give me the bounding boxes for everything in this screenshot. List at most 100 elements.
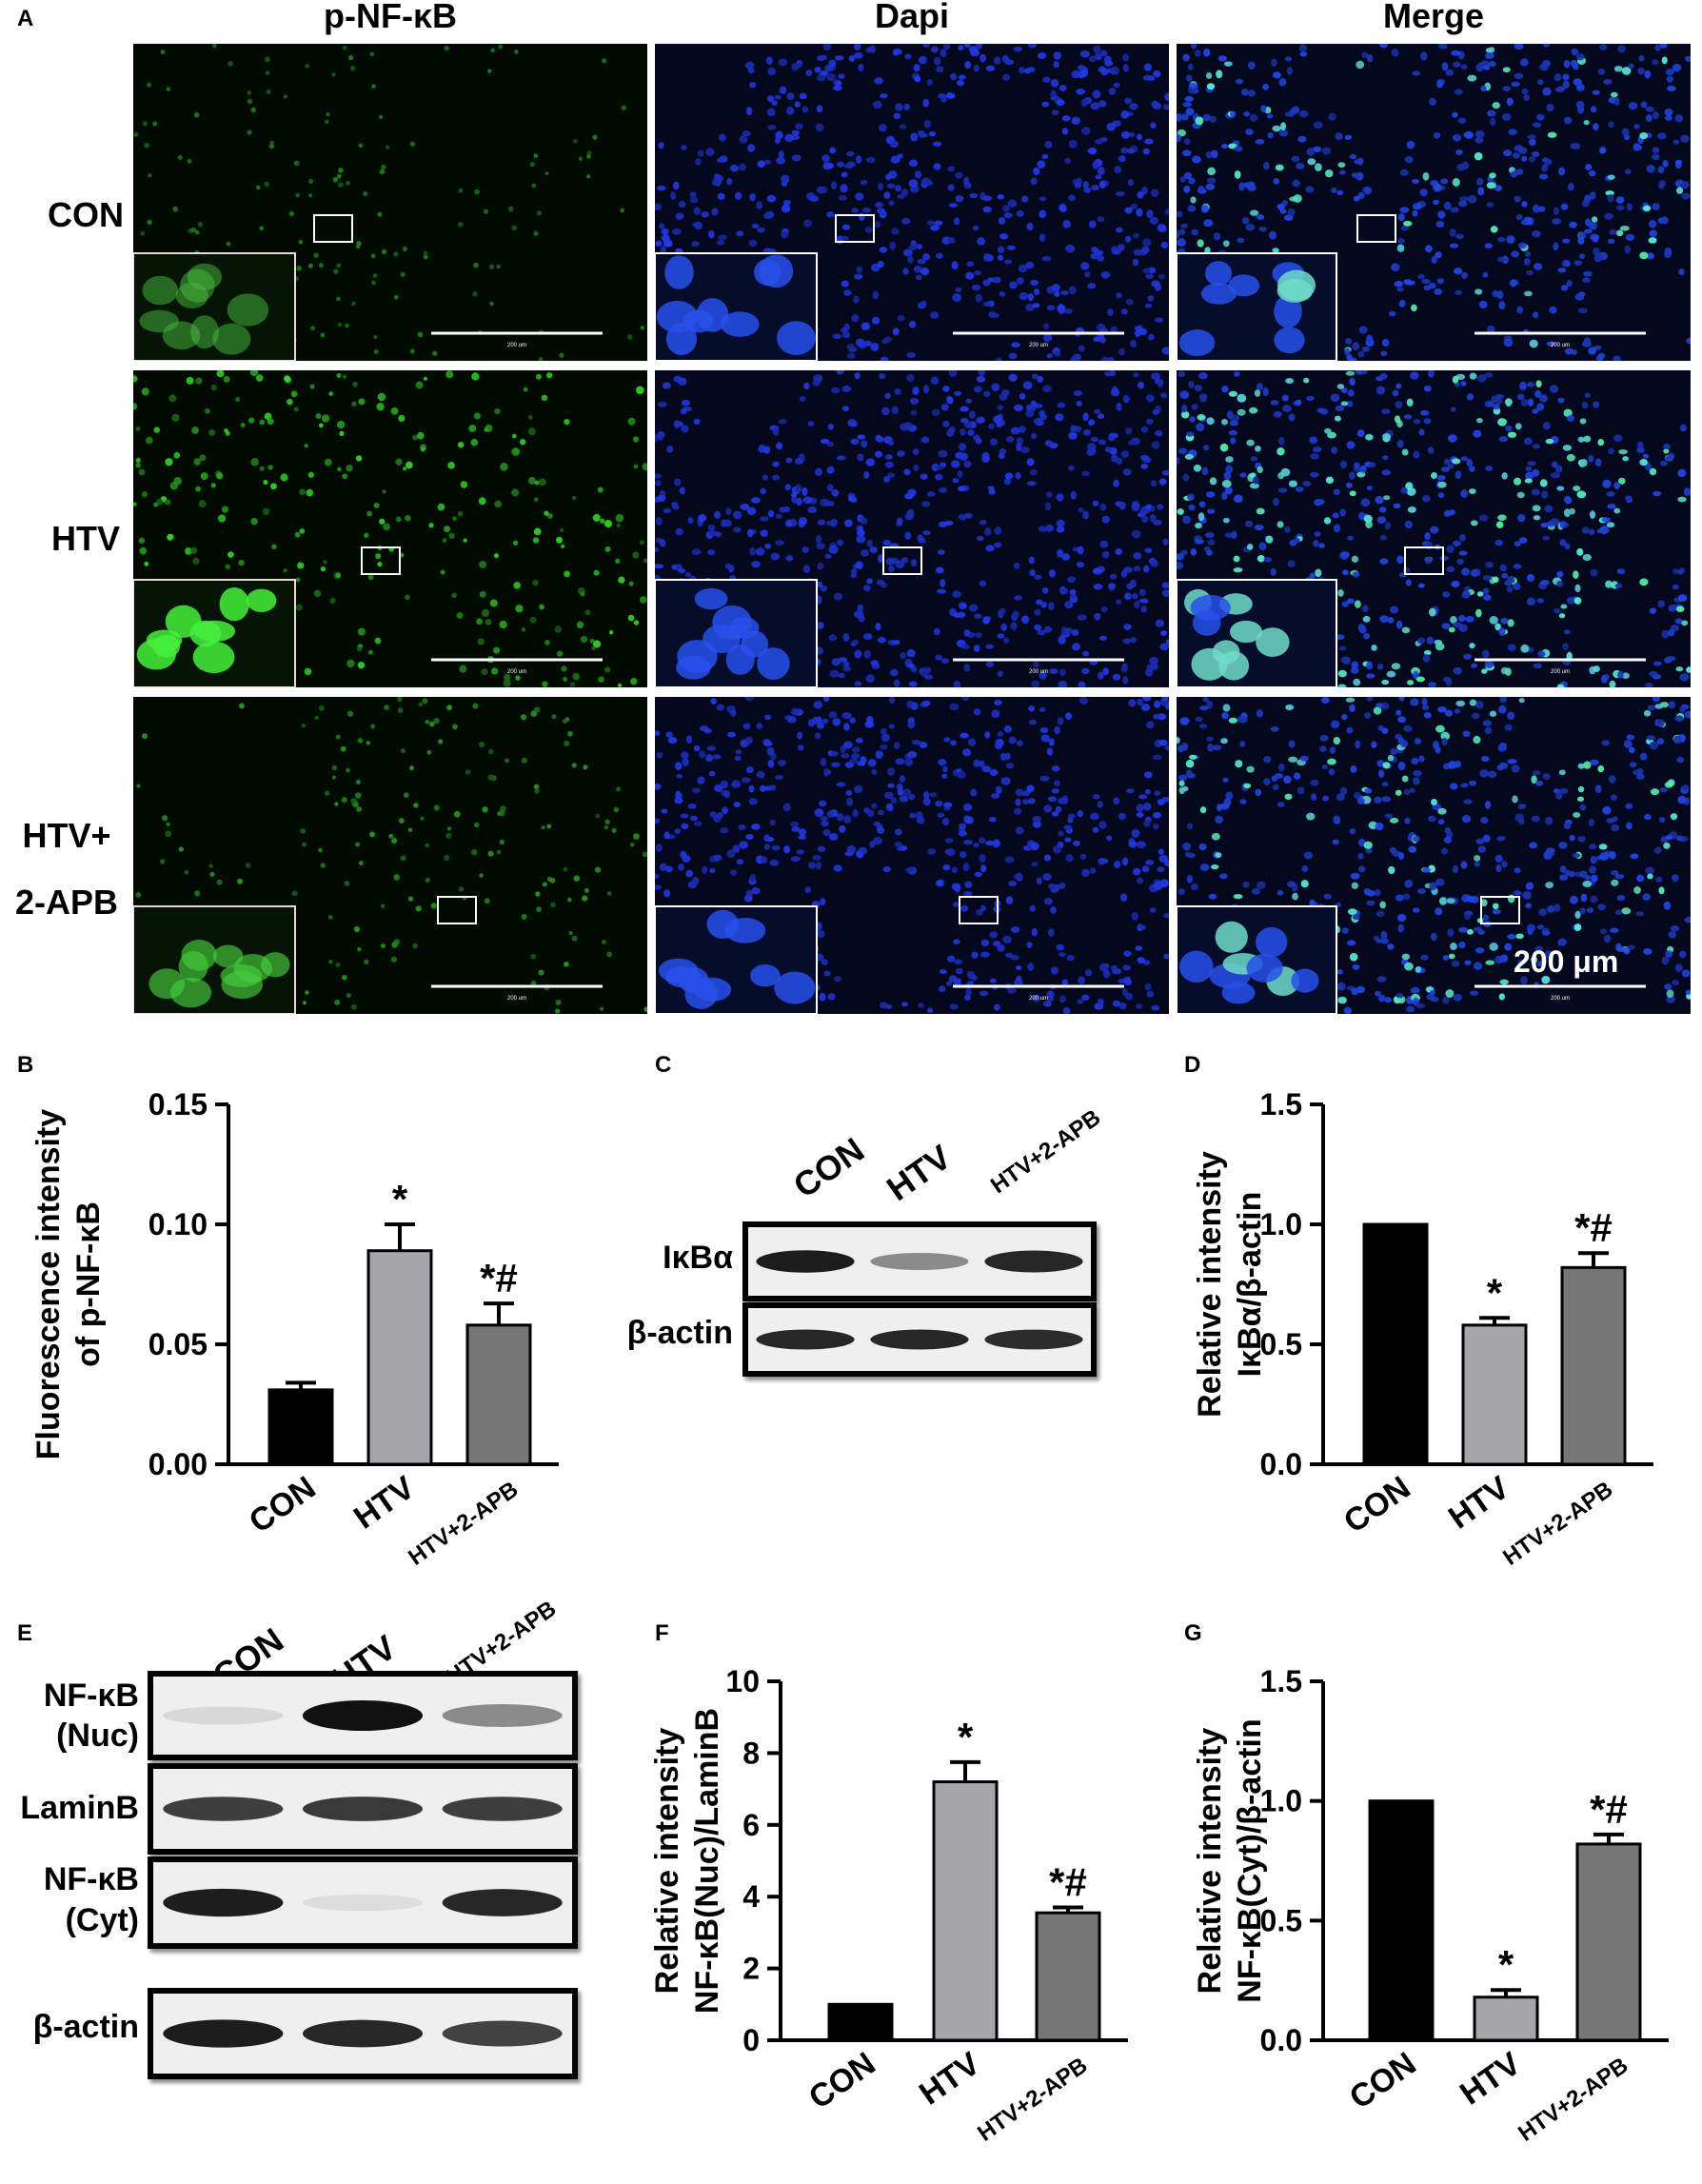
- significance-marker: *#: [480, 1256, 518, 1300]
- column-title-merge: Merge: [1382, 0, 1485, 35]
- x-tick-label: HTV+2-APB: [404, 1477, 523, 1571]
- chart-d-ikba: 0.0 0.5 1.0 1.5 Relative intensity IκBα/β-act…: [1192, 1087, 1653, 1571]
- row-label-con: CON: [48, 195, 124, 234]
- panel-letter-d: D: [1184, 1052, 1201, 1078]
- blot-e-nfkb-nuc-strip: [148, 1671, 578, 1760]
- column-title-dapi: Dapi: [874, 0, 949, 35]
- blot-e-label-laminb: LaminB: [20, 1790, 139, 1826]
- blot-e-label-nfkb-nuc-2: (Nuc): [56, 1717, 139, 1754]
- bar: [1461, 1323, 1528, 1466]
- y-tick-label: 2: [742, 1952, 760, 1986]
- scale-bar-label: 200 μm: [1514, 944, 1619, 979]
- panel-letter-a: A: [17, 6, 34, 31]
- y-axis-label: IκBα/β-actin: [1232, 1192, 1268, 1378]
- y-tick-label: 0.0: [1260, 1447, 1302, 1481]
- blot-e-label-nfkb-cyt-1: NF-κB: [43, 1861, 139, 1897]
- chart-b-fluorescence: 0.00 0.05 0.10 0.15 Fluorescence intensity of…: [30, 1087, 559, 1571]
- blot-e-label-nfkb-cyt-2: (Cyt): [65, 1902, 139, 1938]
- x-tick-label: HTV: [913, 2045, 987, 2112]
- column-title-p-nfkb: p-NF-κB: [323, 0, 458, 35]
- blot-c-lane-htv-2apb: HTV+2-APB: [985, 1104, 1106, 1200]
- svg-text:200 um: 200 um: [507, 343, 526, 348]
- x-tick-label: HTV+2-APB: [973, 2053, 1092, 2147]
- micrograph-tile: 200 um: [133, 370, 647, 687]
- y-tick-label: 0.05: [148, 1327, 208, 1361]
- y-axis-label: Fluorescence intensity: [30, 1109, 67, 1460]
- x-tick-label: CON: [1343, 2045, 1423, 2115]
- bar: [827, 2002, 894, 2042]
- bar: [1560, 1265, 1627, 1466]
- y-axis-label: of p-NF-κB: [70, 1201, 107, 1367]
- significance-marker: *#: [1574, 1205, 1613, 1250]
- significance-marker: *: [1498, 1942, 1514, 1987]
- x-tick-label: CON: [243, 1469, 323, 1539]
- svg-text:200 um: 200 um: [1551, 996, 1570, 1002]
- panel-letter-c: C: [655, 1052, 672, 1078]
- svg-text:200 um: 200 um: [1551, 669, 1570, 675]
- y-axis-label: Relative intensity: [1192, 1728, 1228, 1995]
- blot-c-label-bactin: β-actin: [626, 1315, 733, 1351]
- x-tick-label: HTV+2-APB: [1498, 1477, 1617, 1571]
- panel-letter-f: F: [655, 1620, 669, 1646]
- micrograph-tile: 200 um: [655, 44, 1169, 361]
- y-axis-label: NF-κB(Nuc)/LaminB: [689, 1708, 725, 2014]
- y-tick-label: 0.15: [148, 1087, 208, 1122]
- y-tick-label: 1.0: [1260, 1207, 1302, 1241]
- blot-c-ikba-strip: [742, 1221, 1097, 1301]
- significance-marker: *: [392, 1177, 408, 1221]
- svg-text:200 um: 200 um: [1029, 996, 1048, 1002]
- row-label-htv: HTV: [51, 519, 120, 558]
- bar: [465, 1323, 532, 1466]
- bar: [366, 1249, 433, 1466]
- x-tick-label: CON: [802, 2045, 882, 2115]
- blot-e-label-bactin: β-actin: [32, 2009, 139, 2045]
- blot-e-bactin-strip: [148, 1988, 578, 2079]
- blot-c-lane-htv: HTV: [879, 1137, 959, 1209]
- y-tick-label: 0.00: [148, 1447, 208, 1481]
- bar: [1362, 1222, 1429, 1466]
- blot-e-label-nfkb-nuc-1: NF-κB: [43, 1678, 139, 1714]
- bar: [1368, 1799, 1435, 2042]
- svg-text:200 um: 200 um: [1551, 343, 1570, 348]
- blot-c-label-ikba: IκBα: [663, 1240, 733, 1276]
- x-tick-label: HTV: [1442, 1469, 1516, 1536]
- row-label-2-apb: 2-APB: [14, 883, 119, 922]
- blot-c-lane-con: CON: [785, 1129, 871, 1206]
- blot-c-bactin-strip: [742, 1302, 1097, 1377]
- svg-text:200 um: 200 um: [507, 996, 526, 1002]
- svg-text:200 um: 200 um: [1029, 343, 1048, 348]
- micrograph-tile: 200 um: [1177, 370, 1691, 687]
- bar: [1575, 1842, 1642, 2042]
- bar: [1473, 1995, 1539, 2042]
- y-tick-label: 1.5: [1260, 1664, 1302, 1698]
- x-tick-label: HTV: [1454, 2045, 1528, 2112]
- bar: [267, 1388, 334, 1466]
- y-tick-label: 0.5: [1260, 1327, 1302, 1361]
- panel-letter-g: G: [1184, 1620, 1202, 1646]
- significance-marker: *: [1487, 1270, 1503, 1315]
- y-tick-label: 0.0: [1260, 2023, 1302, 2057]
- y-tick-label: 6: [742, 1808, 760, 1842]
- panel-letter-b: B: [17, 1052, 34, 1078]
- y-tick-label: 10: [725, 1664, 760, 1698]
- micrograph-tile: 200 um: [655, 370, 1169, 687]
- significance-marker: *#: [1049, 1860, 1087, 1905]
- y-tick-label: 0.10: [148, 1207, 208, 1241]
- x-tick-label: HTV: [347, 1469, 422, 1536]
- y-tick-label: 4: [742, 1879, 760, 1914]
- significance-marker: *: [958, 1715, 974, 1759]
- y-tick-label: 0: [742, 2023, 760, 2057]
- panel-letter-e: E: [17, 1620, 33, 1646]
- blot-e-laminb-strip: [148, 1763, 578, 1855]
- chart-g-nfkb-cyt: 0.0 0.5 1.0 1.5 Relative intensity NF-κB(Cyt)…: [1192, 1664, 1669, 2147]
- x-tick-label: HTV+2-APB: [1514, 2053, 1633, 2147]
- y-tick-label: 8: [742, 1736, 760, 1770]
- bar: [1035, 1911, 1101, 2042]
- micrograph-tile: 200 um: [1177, 44, 1691, 361]
- svg-text:200 um: 200 um: [1029, 669, 1048, 675]
- row-label-htv-plus: HTV+: [22, 816, 111, 855]
- y-axis-label: Relative intensity: [649, 1728, 685, 1995]
- y-tick-label: 1.0: [1260, 1784, 1302, 1818]
- micrograph-tile: 200 um: [133, 44, 647, 361]
- micrograph-tile: 200 um: [1177, 697, 1691, 1014]
